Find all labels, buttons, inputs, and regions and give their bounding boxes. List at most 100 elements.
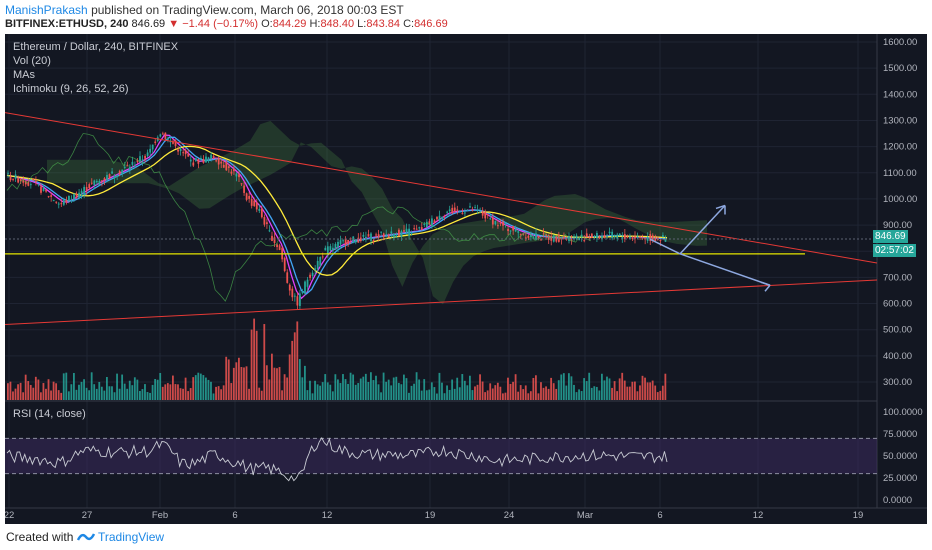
- candle-body: [491, 217, 494, 225]
- candle-body: [42, 187, 45, 191]
- candle-body: [329, 246, 332, 251]
- volume-bar: [232, 367, 235, 400]
- volume-bar: [410, 385, 413, 400]
- legend-vol[interactable]: Vol (20): [13, 55, 51, 67]
- volume-bar: [542, 387, 545, 400]
- chart-area[interactable]: 1600.00 1500.00 1400.00 1300.00 1200.00 1100.…: [5, 34, 927, 524]
- candle-body: [240, 183, 243, 185]
- tradingview-logo-icon[interactable]: [76, 530, 96, 544]
- candle-body: [598, 236, 601, 239]
- candle-body: [634, 236, 636, 239]
- rsi-tick-label: 25.0000: [883, 473, 917, 484]
- chart-canvas[interactable]: 1600.00 1500.00 1400.00 1300.00 1200.00 1100.…: [5, 34, 927, 524]
- volume-bar: [139, 391, 141, 400]
- volume-bar: [19, 382, 22, 400]
- candle-body: [456, 209, 459, 211]
- volume-bar: [623, 380, 626, 400]
- candle-body: [540, 239, 542, 241]
- volume-bar: [456, 377, 459, 400]
- legend-mas[interactable]: MAs: [13, 69, 35, 81]
- volume-bar: [337, 379, 339, 400]
- volume-bar: [245, 366, 248, 400]
- candle-body: [583, 240, 586, 242]
- volume-bar: [418, 379, 421, 400]
- candle-body: [9, 176, 12, 181]
- arrowhead-icon: [760, 281, 771, 292]
- candle-body: [537, 235, 540, 240]
- volume-bar: [486, 390, 489, 400]
- candle-body: [425, 221, 428, 228]
- volume-bar: [108, 386, 111, 400]
- volume-bar: [403, 374, 405, 400]
- x-tick-label: 6: [657, 510, 662, 521]
- candle-body: [7, 172, 9, 174]
- candle-body: [471, 209, 474, 211]
- chart-title[interactable]: Ethereum / Dollar, 240, BITFINEX: [13, 41, 179, 53]
- volume-bar: [24, 374, 27, 400]
- candle-body: [476, 209, 479, 211]
- volume-bar: [598, 390, 601, 400]
- volume-bar: [621, 372, 624, 400]
- candle-body: [27, 181, 30, 186]
- candle-body: [332, 247, 334, 251]
- volume-bar: [29, 384, 32, 400]
- last-price: 846.69: [131, 18, 166, 30]
- candle-body: [321, 256, 324, 258]
- volume-bar: [428, 389, 431, 400]
- volume-bar: [334, 374, 337, 400]
- candle-body: [524, 237, 527, 239]
- candle-body: [68, 195, 70, 201]
- volume-bar: [212, 393, 215, 400]
- volume-bar: [278, 367, 281, 400]
- candle-body: [35, 180, 37, 182]
- volume-bar: [60, 392, 63, 400]
- volume-bar: [463, 380, 466, 400]
- y-tick-label: 900.00: [883, 220, 912, 231]
- candle-body: [380, 231, 383, 233]
- candle-body: [98, 180, 101, 185]
- candle-body: [613, 234, 616, 237]
- volume-bar: [159, 372, 162, 400]
- author-link[interactable]: ManishPrakash: [5, 3, 88, 17]
- volume-bar: [321, 382, 324, 400]
- volume-bar: [93, 384, 96, 400]
- volume-bar: [595, 386, 598, 400]
- candle-body: [443, 215, 446, 217]
- candle-body: [164, 132, 167, 140]
- volume-bar: [628, 386, 631, 400]
- legend-rsi[interactable]: RSI (14, close): [13, 408, 86, 420]
- candle-body: [636, 236, 639, 238]
- countdown-tag: 02:57:02: [873, 244, 916, 257]
- candle-body: [304, 281, 306, 294]
- volume-bar: [220, 389, 223, 400]
- volume-bar: [32, 387, 35, 400]
- volume-bar: [540, 382, 542, 400]
- candle-body: [573, 235, 575, 237]
- created-with-label: Created with: [6, 530, 74, 544]
- volume-bar: [12, 391, 14, 400]
- candle-body: [154, 141, 157, 143]
- volume-bar: [580, 391, 583, 400]
- ascending-trendline: [5, 279, 878, 325]
- rsi-tick-label: 75.0000: [883, 429, 917, 440]
- volume-bar: [283, 374, 286, 400]
- candle-body: [370, 233, 372, 241]
- candle-body: [390, 231, 393, 234]
- legend-ichimoku[interactable]: Ichimoku (9, 26, 52, 26): [13, 83, 129, 95]
- volume-bar: [258, 387, 261, 400]
- candle-body: [141, 159, 144, 161]
- volume-bar: [301, 377, 304, 400]
- tradingview-link[interactable]: TradingView: [98, 530, 165, 544]
- volume-bar: [215, 386, 217, 400]
- volume-bar: [293, 332, 296, 400]
- volume-bar: [42, 383, 45, 400]
- volume-bar: [194, 375, 197, 400]
- candle-body: [654, 237, 657, 241]
- candle-body: [436, 216, 438, 220]
- volume-bar: [446, 385, 448, 400]
- volume-bar: [95, 388, 98, 400]
- candle-body: [606, 236, 608, 238]
- x-tick-label: 19: [853, 510, 864, 521]
- volume-bar: [349, 372, 352, 400]
- volume-bar: [184, 377, 187, 400]
